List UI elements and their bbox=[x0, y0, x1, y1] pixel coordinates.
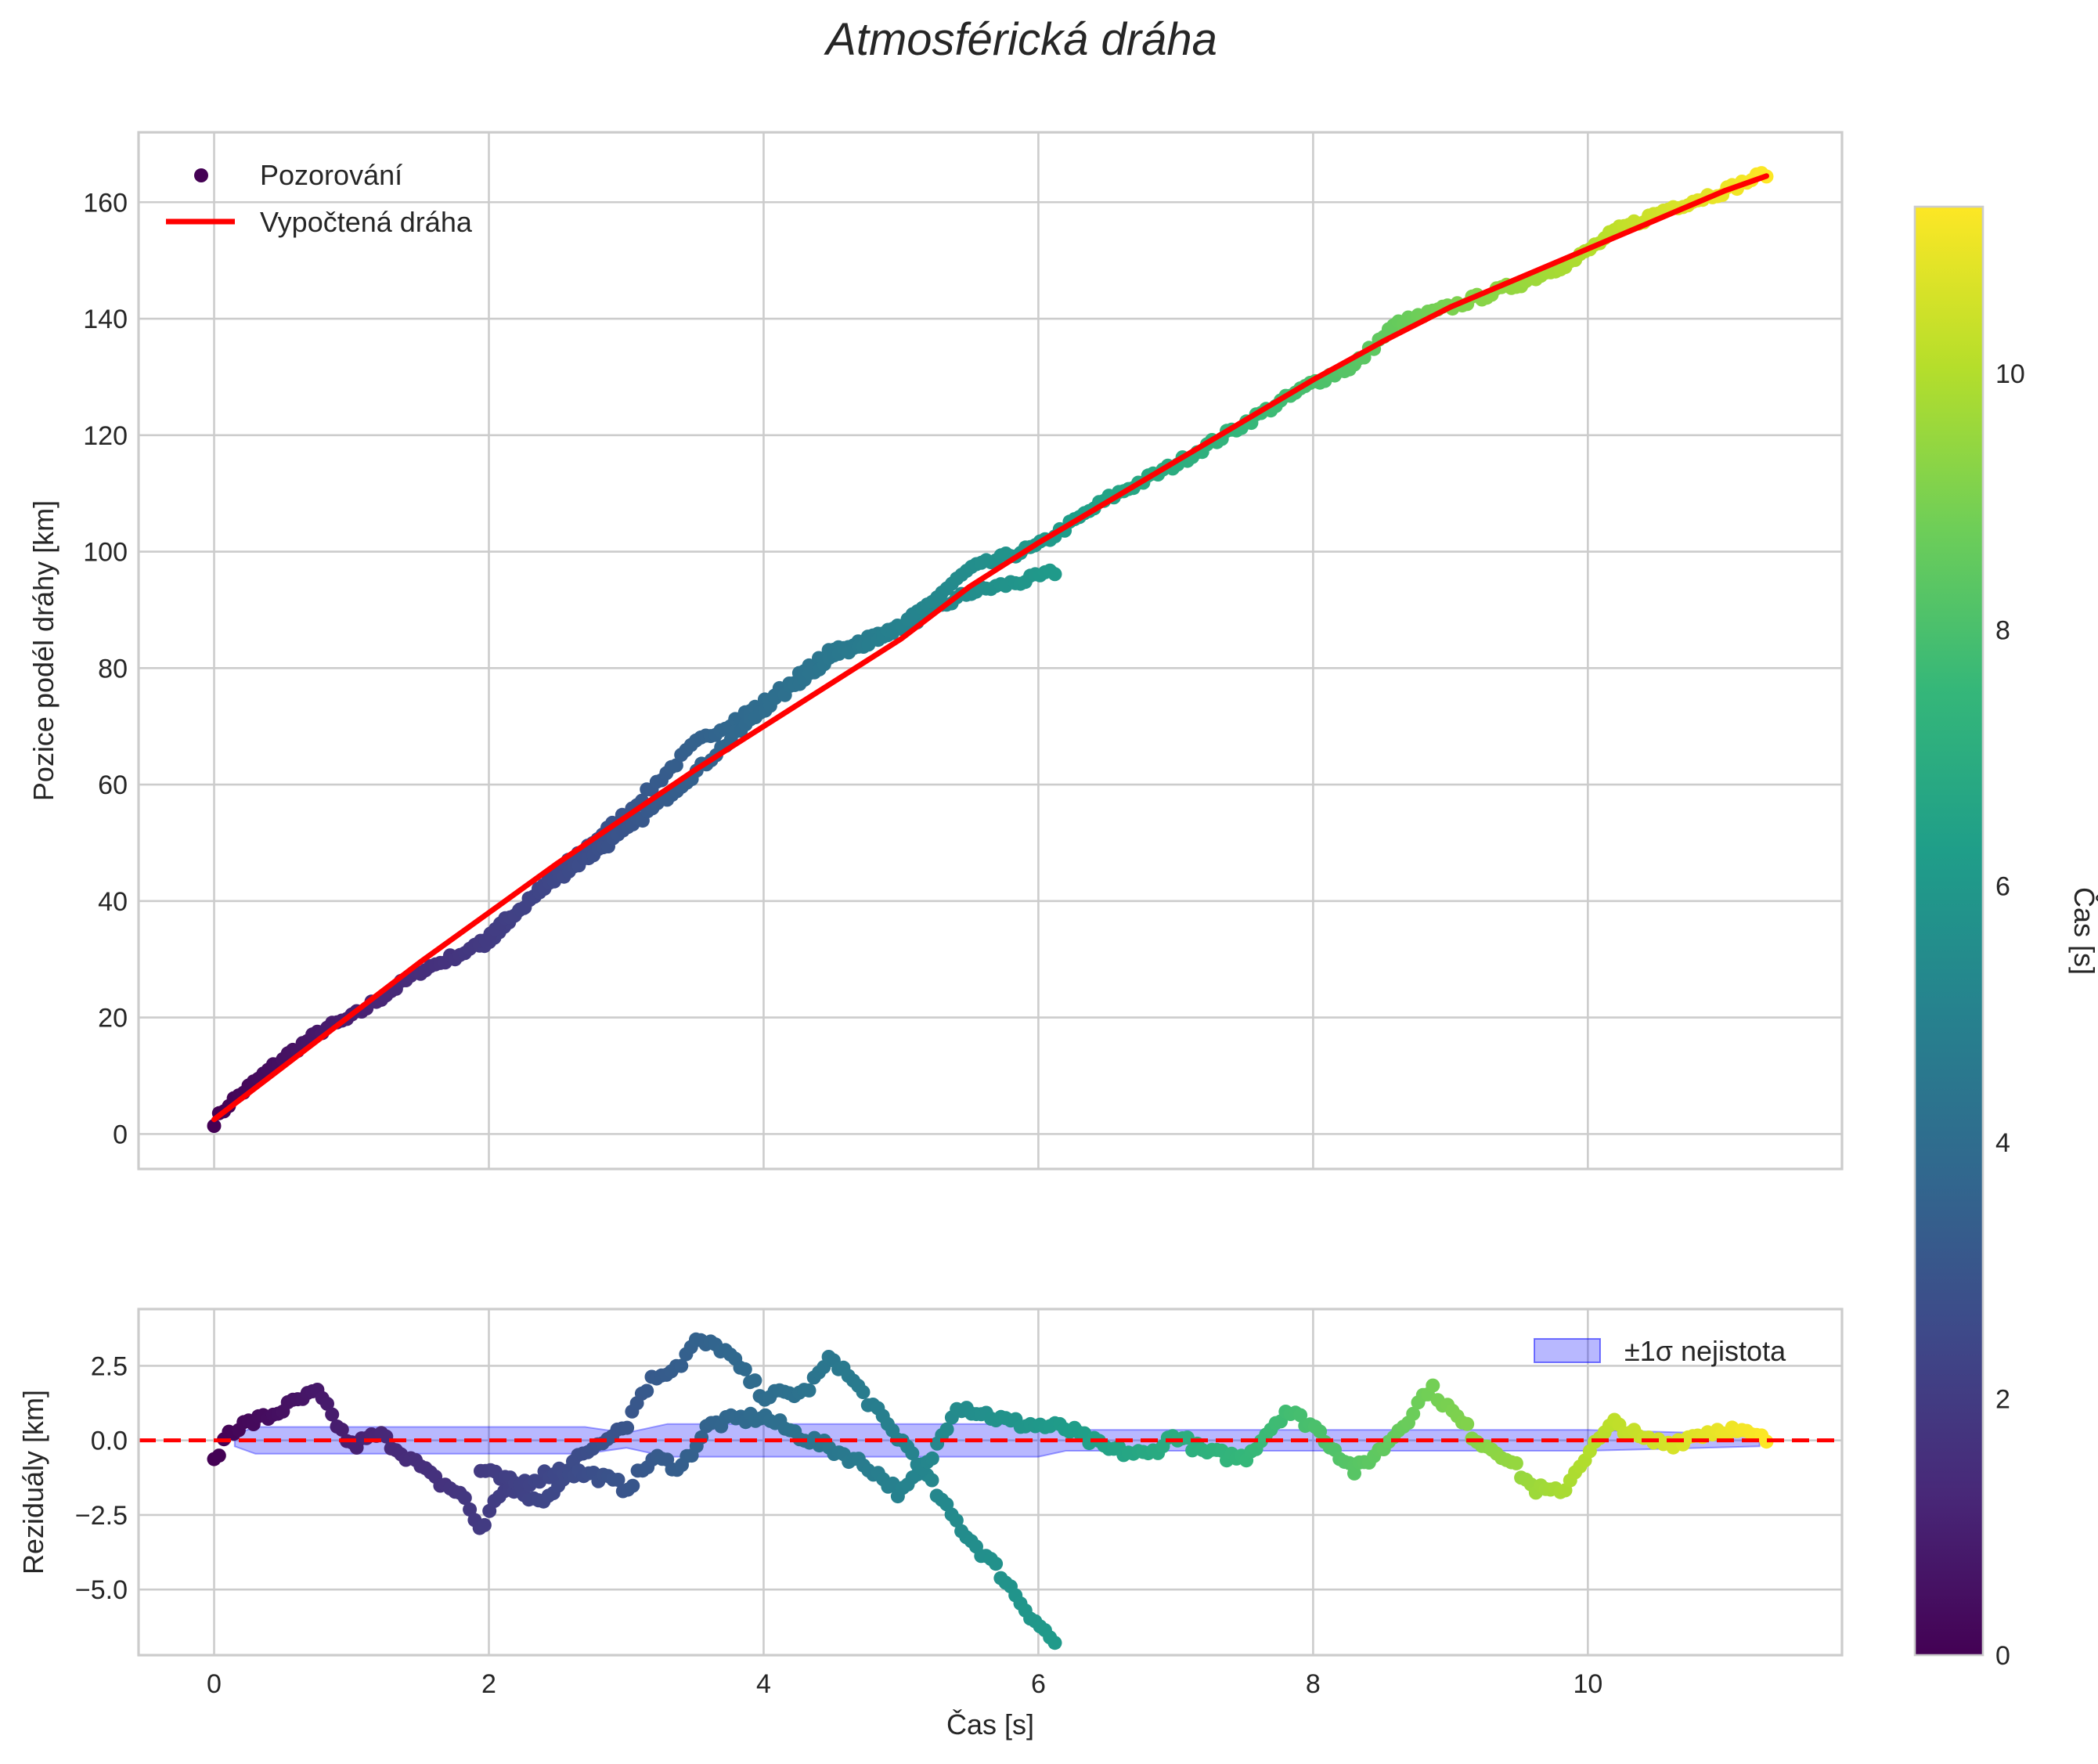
residual-point bbox=[674, 1358, 689, 1373]
residual-point bbox=[989, 1557, 1004, 1571]
observation-point bbox=[669, 758, 683, 773]
trajectory-plot: 0 20 40 60 80 100 120 140 160 Pozice podél dráhy… bbox=[27, 131, 1844, 1171]
bottom-frame bbox=[137, 1308, 1844, 1657]
residual-point bbox=[925, 1473, 939, 1488]
bottom-y-ticks: −5.0 −2.5 0.0 2.5 bbox=[75, 1351, 128, 1605]
legend-band-label: ±1σ nejistota bbox=[1624, 1335, 1786, 1367]
top-ytick-label: 120 bbox=[83, 421, 128, 451]
colorbar-tick-label: 8 bbox=[1995, 615, 2010, 645]
residual-points bbox=[207, 1332, 1774, 1650]
residual-point bbox=[463, 1502, 478, 1517]
bottom-x-ticks: 0 2 4 6 8 10 bbox=[207, 1669, 1602, 1699]
colorbar-tick-label: 10 bbox=[1995, 359, 2025, 389]
residual-point bbox=[1047, 1636, 1062, 1650]
fitted-trajectory-line bbox=[211, 173, 1769, 1123]
bottom-ytick-label: −5.0 bbox=[75, 1575, 128, 1605]
top-ytick-label: 60 bbox=[98, 770, 128, 800]
colorbar: 0 2 4 6 8 10 Čas [s] bbox=[1913, 205, 2098, 1671]
legend-fit-label: Vypočtená dráha bbox=[260, 206, 473, 238]
residual-point bbox=[737, 1362, 752, 1376]
top-ytick-label: 160 bbox=[83, 188, 128, 218]
top-ytick-label: 140 bbox=[83, 305, 128, 334]
top-grid bbox=[139, 132, 1842, 1169]
colorbar-gradient bbox=[1913, 205, 1984, 1657]
colorbar-tick-label: 4 bbox=[1995, 1128, 2010, 1158]
residual-point bbox=[457, 1491, 472, 1506]
top-ylabel: Pozice podél dráhy [km] bbox=[27, 500, 59, 801]
bottom-xtick-label: 4 bbox=[756, 1669, 771, 1699]
bottom-ytick-label: −2.5 bbox=[75, 1501, 128, 1531]
residual-point bbox=[620, 1420, 635, 1435]
legend-observation-marker bbox=[194, 168, 208, 182]
residual-point bbox=[1509, 1456, 1523, 1470]
observation-points bbox=[207, 166, 1774, 1133]
residual-point bbox=[1759, 1434, 1774, 1449]
residual-point bbox=[748, 1373, 762, 1388]
residual-point bbox=[625, 1478, 640, 1493]
residual-point bbox=[925, 1451, 939, 1466]
bottom-legend: ±1σ nejistota bbox=[1534, 1335, 1786, 1367]
observation-point bbox=[1047, 567, 1062, 582]
bottom-xtick-label: 2 bbox=[481, 1669, 496, 1699]
bottom-xtick-label: 8 bbox=[1306, 1669, 1321, 1699]
colorbar-tick-label: 0 bbox=[1995, 1641, 2010, 1671]
top-ytick-label: 80 bbox=[98, 654, 128, 684]
colorbar-tick-label: 2 bbox=[1995, 1385, 2010, 1415]
residual-point bbox=[856, 1385, 871, 1399]
residual-point bbox=[477, 1517, 492, 1532]
residual-point bbox=[334, 1422, 349, 1437]
residuals-plot: −5.0 −2.5 0.0 2.5 0 2 4 6 8 10 Reziduály [km] Ča… bbox=[17, 1308, 1844, 1741]
colorbar-label: Čas [s] bbox=[2068, 887, 2098, 975]
top-y-ticks: 0 20 40 60 80 100 120 140 160 bbox=[83, 188, 128, 1149]
top-plot-area bbox=[207, 166, 1774, 1133]
top-ytick-label: 100 bbox=[83, 538, 128, 568]
residual-point bbox=[802, 1383, 816, 1398]
bottom-xtick-label: 10 bbox=[1573, 1669, 1602, 1699]
chart-title: Atmosférická dráha bbox=[824, 14, 1217, 65]
bottom-xlabel: Čas [s] bbox=[946, 1708, 1034, 1741]
legend-observation-label: Pozorování bbox=[260, 159, 402, 191]
top-ytick-label: 40 bbox=[98, 887, 128, 917]
bottom-ytick-label: 0.0 bbox=[91, 1427, 128, 1456]
residual-point bbox=[320, 1396, 334, 1411]
residual-point bbox=[1313, 1424, 1328, 1439]
colorbar-tick-label: 6 bbox=[1995, 872, 2010, 902]
residual-point bbox=[611, 1473, 625, 1487]
bottom-ylabel: Reziduály [km] bbox=[17, 1390, 49, 1575]
observation-point bbox=[207, 1119, 222, 1133]
colorbar-ticks: 0 2 4 6 8 10 bbox=[1995, 359, 2025, 1671]
residual-point bbox=[1406, 1406, 1421, 1421]
top-legend: Pozorování Vypočtená dráha bbox=[166, 159, 473, 238]
residual-point bbox=[325, 1407, 340, 1422]
residual-point bbox=[640, 1383, 654, 1398]
residual-point bbox=[1293, 1408, 1308, 1423]
bottom-xtick-label: 0 bbox=[207, 1669, 222, 1699]
top-ytick-label: 0 bbox=[113, 1120, 128, 1149]
top-ytick-label: 20 bbox=[98, 1004, 128, 1034]
bottom-plot-area bbox=[139, 1332, 1842, 1650]
residual-point bbox=[949, 1513, 964, 1528]
residual-point bbox=[1460, 1416, 1475, 1431]
residual-point bbox=[905, 1446, 920, 1461]
residual-point bbox=[939, 1422, 954, 1437]
bottom-ytick-label: 2.5 bbox=[91, 1351, 128, 1381]
bottom-xtick-label: 6 bbox=[1031, 1669, 1046, 1699]
residual-point bbox=[1426, 1378, 1440, 1393]
legend-band-swatch bbox=[1534, 1338, 1601, 1363]
residual-point bbox=[211, 1448, 226, 1463]
top-frame bbox=[137, 131, 1844, 1171]
